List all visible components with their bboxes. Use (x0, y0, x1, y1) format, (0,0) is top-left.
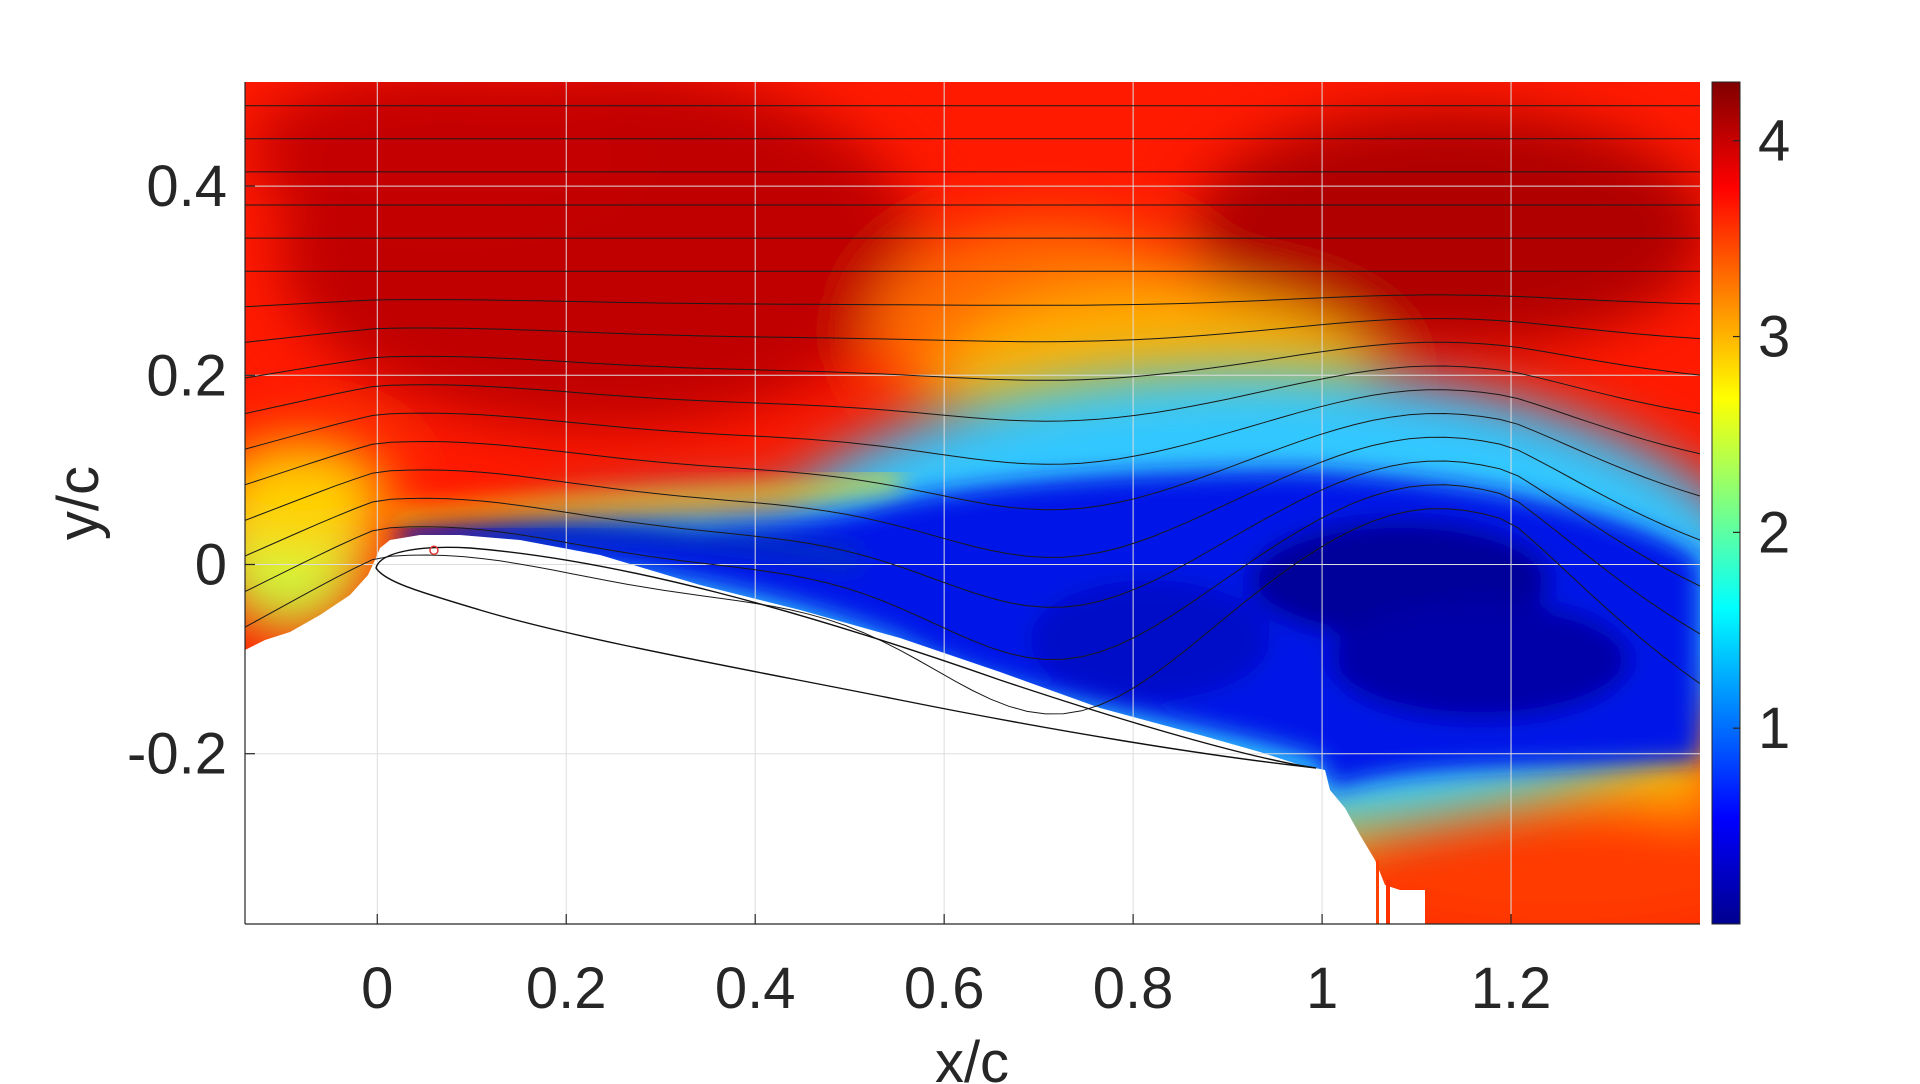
grid-lines (245, 82, 1700, 924)
colorbar-tick-label: 1 (1758, 696, 1790, 761)
masked-region (245, 535, 1420, 924)
y-tick-label: 0.2 (146, 343, 227, 408)
streamline (245, 460, 1700, 608)
x-tick-label: 0.2 (526, 956, 607, 1021)
streamlines (245, 105, 1700, 715)
colorbar-tick-label: 3 (1758, 305, 1790, 370)
x-tick-label: 0.8 (1093, 956, 1174, 1021)
airfoil-outline (375, 546, 1317, 769)
streamline (245, 389, 1700, 465)
streamline (245, 365, 1700, 422)
streamline (245, 508, 1700, 715)
x-axis-label: x/c (935, 1030, 1009, 1084)
streamline (245, 294, 1700, 308)
x-tick-label: 0 (361, 956, 393, 1021)
x-tick-label: 0.6 (904, 956, 985, 1021)
colorbar-tick-label: 4 (1758, 109, 1790, 174)
streamline (245, 412, 1700, 511)
colorbar-ticks: 1 2 3 4 (1733, 109, 1790, 761)
x-tick-label: 1.2 (1471, 956, 1552, 1021)
x-tick-label: 0.4 (715, 956, 796, 1021)
y-tick-label: 0 (195, 532, 227, 597)
y-axis-ticks: -0.2 0 0.2 0.4 (127, 154, 255, 787)
y-tick-label: 0.4 (146, 154, 227, 219)
probe-marker (429, 545, 439, 556)
colorbar: 1 2 3 4 (1711, 81, 1790, 925)
streamline (245, 341, 1700, 381)
heatmap-field (245, 82, 1700, 924)
y-axis-label: y/c (46, 466, 111, 540)
colorbar-gradient (1711, 81, 1741, 925)
plot-area (244, 82, 1700, 925)
x-axis-ticks: 0 0.2 0.4 0.6 0.8 1 1.2 (361, 914, 1551, 1021)
streamline (245, 436, 1700, 558)
streamline (245, 318, 1700, 343)
colorbar-tick-label: 2 (1758, 500, 1790, 565)
streamline (245, 484, 1700, 661)
x-tick-label: 1 (1306, 956, 1338, 1021)
y-tick-label: -0.2 (127, 722, 227, 787)
